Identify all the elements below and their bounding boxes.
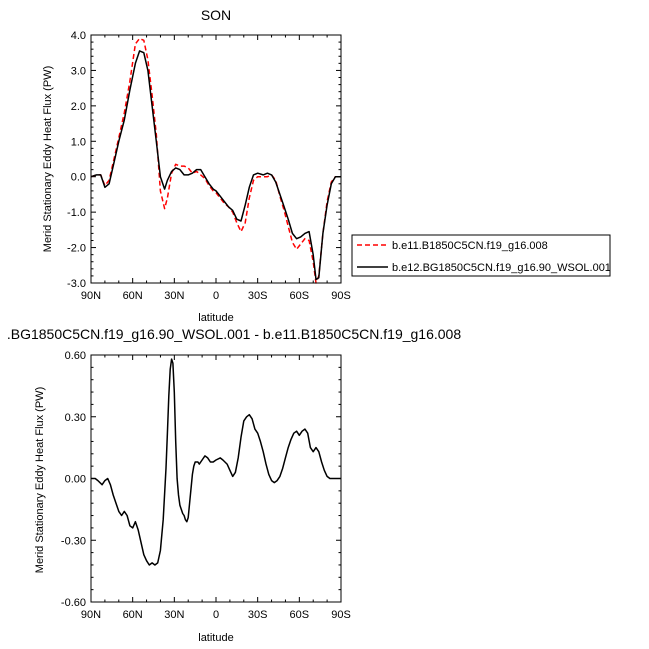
bottom-chart-ticks: [90, 354, 342, 603]
top-chart-series-line-2: [90, 50, 341, 281]
bottom-chart-xtick-label: 0: [213, 609, 219, 621]
top-chart-ytick-label: 0.0: [71, 172, 86, 184]
top-chart-xtick-label: 0: [213, 290, 219, 302]
bottom-chart-xtick-label: 60N: [123, 609, 143, 621]
top-chart-xtick-label: 30N: [164, 290, 184, 302]
bottom-chart-ytick-label: 0.00: [65, 474, 86, 486]
legend-label-series-2: b.e12.BG1850C5CN.f19_g16.90_WSOL.001: [392, 262, 611, 274]
top-chart-ytick-label: -1.0: [67, 207, 86, 219]
bottom-chart-ytick-label: 0.30: [65, 412, 86, 424]
top-chart-ytick-label: -3.0: [67, 278, 86, 290]
top-chart-ytick-label: 3.0: [71, 65, 86, 77]
bottom-chart-xtick-label: 60S: [290, 609, 310, 621]
top-chart-ytick-label: 4.0: [71, 30, 86, 42]
bottom-chart: .BG1850C5CN.f19_g16.90_WSOL.001 - b.e11.…: [7, 326, 461, 644]
top-chart-ytick-label: 2.0: [71, 101, 86, 113]
top-chart-series-line-1: [90, 37, 341, 284]
bottom-chart-ytick-label: -0.30: [61, 535, 86, 547]
top-chart-xtick-label: 30S: [248, 290, 268, 302]
bottom-chart-ytick-label: -0.60: [61, 597, 86, 609]
bottom-chart-xtick-label: 90N: [81, 609, 101, 621]
bottom-chart-title: .BG1850C5CN.f19_g16.90_WSOL.001 - b.e11.…: [7, 326, 461, 342]
top-chart-xtick-label: 90S: [331, 290, 351, 302]
top-chart-ytick-label: 1.0: [71, 136, 86, 148]
top-chart-ylabel: Merid Stationary Eddy Heat Flux (PW): [42, 66, 54, 252]
top-chart-xtick-label: 60N: [123, 290, 143, 302]
top-chart: SON Merid Stationary Eddy Heat Flux (PW)…: [42, 7, 351, 324]
bottom-chart-xtick-label: 30N: [164, 609, 184, 621]
top-chart-xticklabels: 90N 60N 30N 0 30S 60S 90S: [81, 290, 351, 302]
top-chart-ticks: [90, 34, 342, 284]
legend: b.e11.B1850C5CN.f19_g16.008 b.e12.BG1850…: [351, 234, 611, 277]
bottom-chart-ylabel: Merid Stationary Eddy Heat Flux (PW): [34, 387, 46, 573]
top-chart-ytick-label: -2.0: [67, 243, 86, 255]
bottom-chart-xticklabels: 90N 60N 30N 0 30S 60S 90S: [81, 609, 351, 621]
bottom-chart-series-line-1: [91, 358, 341, 566]
top-chart-yticklabels: -3.0 -2.0 -1.0 0.0 1.0 2.0 3.0 4.0: [67, 30, 86, 290]
bottom-chart-series: [91, 358, 341, 566]
top-chart-xtick-label: 90N: [81, 290, 101, 302]
bottom-chart-xlabel: latitude: [198, 632, 233, 644]
top-chart-title: SON: [201, 7, 231, 23]
bottom-chart-xtick-label: 90S: [331, 609, 351, 621]
bottom-chart-yticklabels: -0.60 -0.30 0.00 0.30 0.60: [61, 350, 86, 609]
legend-label-series-1: b.e11.B1850C5CN.f19_g16.008: [392, 240, 548, 252]
legend-box: [351, 234, 611, 277]
top-chart-xlabel: latitude: [198, 312, 233, 324]
top-chart-xtick-label: 60S: [290, 290, 310, 302]
top-chart-frame: [90, 34, 342, 284]
bottom-chart-frame: [90, 354, 342, 603]
top-chart-series: [90, 37, 341, 284]
bottom-chart-xtick-label: 30S: [248, 609, 268, 621]
bottom-chart-ytick-label: 0.60: [65, 350, 86, 362]
